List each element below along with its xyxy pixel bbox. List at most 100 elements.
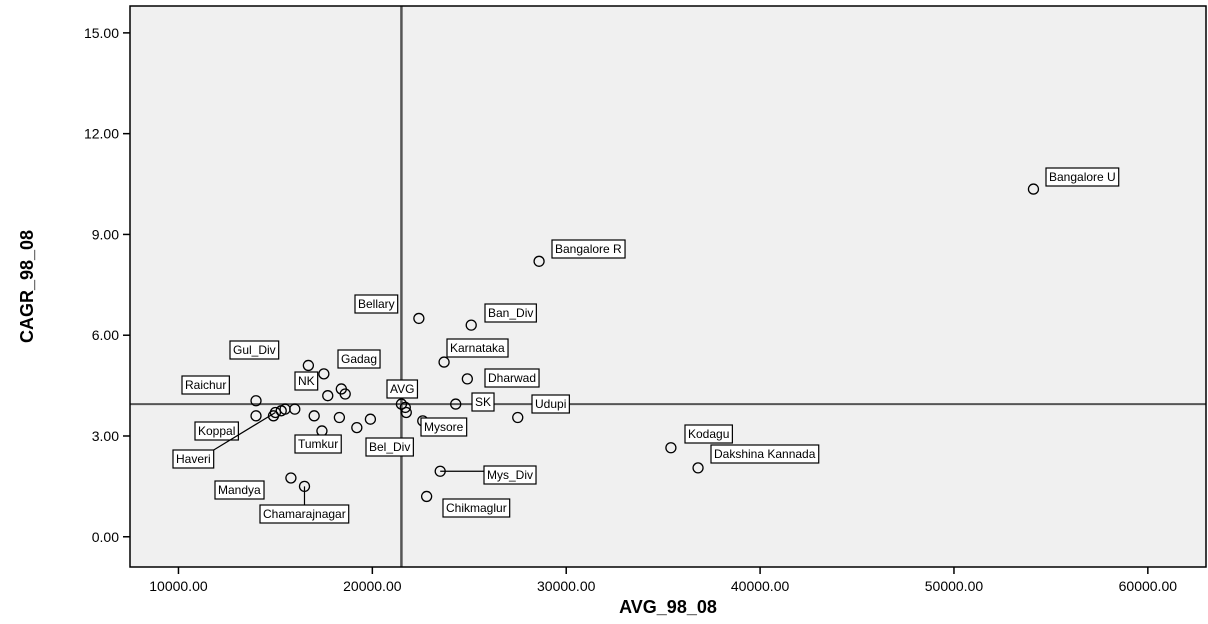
x-tick-label: 30000.00: [537, 578, 596, 594]
data-point: [438, 356, 450, 368]
point-label: Haveri: [172, 411, 276, 469]
y-axis: 0.00 3.00 6.00 9.00 12.00 15.00: [84, 25, 130, 545]
point-label: Bangalore U: [1045, 167, 1120, 187]
point-label-text: Mys_Div: [487, 468, 533, 482]
point-label-box: [684, 424, 733, 444]
x-tick-label: 60000.00: [1119, 578, 1178, 594]
point-label: AVG: [386, 379, 419, 399]
point-label: Gadag: [337, 349, 381, 369]
plot-area: [130, 6, 1206, 567]
point-label-text: Mandya: [218, 483, 261, 497]
x-axis-title: AVG_98_08: [619, 597, 717, 617]
point-label-text: Bellary: [358, 297, 395, 311]
point-label-box: [551, 239, 626, 259]
y-tick-label: 0.00: [92, 529, 119, 545]
point-label-box: [294, 371, 319, 391]
point-label-box: [172, 449, 215, 469]
point-label: Mys_Div: [440, 465, 537, 485]
data-point: [339, 388, 351, 400]
y-tick-label: 3.00: [92, 428, 119, 444]
y-axis-title: CAGR_98_08: [17, 230, 37, 343]
point-label: Raichur: [181, 375, 230, 395]
x-axis: 10000.00 20000.00 30000.00 40000.00 50000.00…: [149, 567, 1177, 594]
point-label-text: Bangalore U: [1049, 170, 1116, 184]
point-label-text: Ban_Div: [488, 306, 533, 320]
point-label-box: [337, 349, 381, 369]
data-point: [665, 442, 677, 454]
data-point: [318, 368, 330, 380]
point-label-box: [294, 434, 342, 454]
point-label-text: Bel_Div: [369, 440, 410, 454]
data-point: [399, 401, 411, 414]
point-label-text: Udupi: [535, 397, 566, 411]
point-label-box: [229, 340, 280, 360]
point-label: Tumkur: [294, 434, 342, 454]
point-label-box: [442, 498, 511, 518]
point-label-text: Kodagu: [688, 427, 729, 441]
point-label-text: Chamarajnagar: [263, 507, 346, 521]
data-point: [289, 403, 301, 415]
data-point: [351, 421, 363, 434]
point-label: Chikmaglur: [442, 498, 511, 518]
point-label-box: [1045, 167, 1120, 187]
point-label-box: [365, 437, 414, 457]
data-point: [275, 405, 287, 417]
point-label-text: Dakshina Kannada: [714, 447, 816, 461]
data-point: [400, 406, 412, 419]
point-label-text: SK: [475, 395, 491, 409]
data-point: [302, 359, 315, 372]
point-label: Mysore: [420, 417, 468, 437]
data-point: [333, 411, 346, 424]
x-tick-label: 20000.00: [343, 578, 402, 594]
point-label-text: Gadag: [341, 352, 377, 366]
point-label-text: Karnataka: [450, 341, 505, 355]
point-label: NK: [294, 371, 319, 391]
point-label: Koppal: [194, 421, 239, 441]
reference-lines: [130, 6, 1206, 567]
y-tick-label: 9.00: [92, 226, 119, 242]
point-label: Ban_Div: [484, 303, 537, 323]
point-label-box: [484, 303, 537, 323]
point-label-text: NK: [298, 374, 315, 388]
point-label-text: Dharwad: [488, 371, 536, 385]
data-point: [250, 395, 262, 407]
x-tick-label: 50000.00: [925, 578, 984, 594]
data-point: [285, 472, 297, 484]
data-point: [692, 462, 704, 474]
point-label-box: [471, 392, 495, 412]
data-point: [395, 398, 408, 410]
point-label: Udupi: [531, 394, 570, 414]
point-label-text: Raichur: [185, 378, 226, 392]
data-point: [413, 312, 425, 325]
data-points: [250, 183, 1040, 503]
point-label-box: [710, 444, 820, 464]
point-label: Kodagu: [684, 424, 733, 444]
point-label-box: [386, 379, 419, 399]
point-label-text: Bangalore R: [555, 242, 622, 256]
point-label-text: AVG: [390, 382, 414, 396]
point-label: Gul_Div: [229, 340, 280, 360]
point-label-box: [446, 338, 509, 358]
point-label: Dharwad: [484, 368, 540, 388]
y-tick-label: 12.00: [84, 126, 119, 142]
label-leader-line: [213, 411, 276, 451]
data-point: [461, 373, 473, 385]
point-label-text: Mysore: [424, 420, 464, 434]
point-label-box: [181, 375, 230, 395]
point-labels: Bangalore U Bangalore R Bellary Ban_Div Karn…: [172, 167, 1120, 524]
point-label-text: Tumkur: [298, 437, 338, 451]
data-point: [450, 398, 462, 410]
data-point: [269, 406, 282, 419]
point-label: SK: [471, 392, 495, 412]
data-point: [1027, 183, 1040, 195]
point-label: Bellary: [354, 294, 399, 314]
data-point: [308, 410, 320, 422]
point-label: Karnataka: [446, 338, 509, 358]
point-label: Bangalore R: [551, 239, 626, 259]
y-tick-label: 6.00: [92, 327, 119, 343]
y-tick-label: 15.00: [84, 25, 119, 41]
point-label: Bel_Div: [365, 437, 414, 457]
point-label-box: [484, 368, 540, 388]
point-label-box: [194, 421, 239, 441]
